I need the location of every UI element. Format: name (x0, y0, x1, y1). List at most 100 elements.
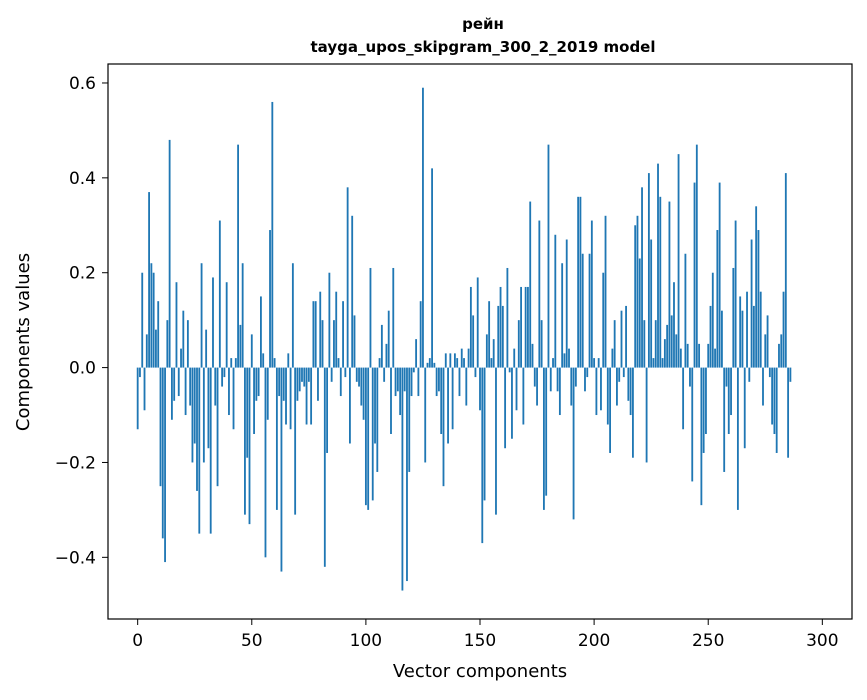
bar (725, 367, 728, 387)
bar (143, 367, 146, 411)
bar (145, 334, 148, 368)
bar (161, 367, 164, 539)
bar (636, 215, 639, 368)
bar (620, 310, 623, 368)
bar (198, 367, 201, 534)
bar (157, 301, 160, 368)
bar (547, 144, 550, 368)
x-tick-label: 0 (132, 631, 143, 651)
bar (170, 367, 173, 420)
bar (705, 367, 707, 434)
bar (280, 367, 283, 572)
bar (401, 367, 404, 591)
bar (440, 367, 443, 434)
bar (549, 367, 552, 392)
bar (789, 367, 792, 382)
bar (422, 87, 424, 368)
bar (317, 367, 319, 401)
bar (734, 220, 737, 368)
bar (495, 367, 497, 515)
bar (364, 367, 367, 506)
bar (186, 320, 189, 368)
y-tick-label: 0.6 (69, 74, 96, 94)
bar (584, 367, 586, 392)
bar (205, 329, 208, 368)
bar (164, 367, 166, 563)
bar (574, 367, 577, 387)
bar (424, 367, 427, 463)
bar (253, 367, 255, 434)
bar (693, 182, 696, 368)
bar (533, 367, 536, 387)
bar (287, 353, 290, 368)
bar (709, 305, 712, 368)
bar (353, 315, 356, 368)
bar (449, 353, 452, 368)
bar (609, 367, 611, 453)
bar (732, 267, 735, 368)
bar (771, 367, 774, 425)
bar (289, 367, 292, 430)
bar (490, 358, 493, 368)
bar (196, 367, 198, 491)
bar (595, 367, 598, 416)
bar (522, 367, 525, 425)
bar (433, 362, 436, 368)
bar (638, 258, 641, 368)
plot-frame (107, 63, 853, 620)
bar (577, 196, 580, 368)
bar (376, 367, 379, 472)
bar (757, 230, 760, 368)
bar (294, 367, 297, 515)
bar (529, 201, 532, 368)
bar (223, 367, 226, 378)
bar (337, 358, 340, 368)
bar (474, 367, 477, 378)
bar (675, 334, 678, 368)
bar (378, 358, 381, 368)
bar (269, 230, 271, 368)
bar (561, 263, 564, 368)
bar (392, 267, 395, 368)
bar (766, 315, 769, 368)
bar (750, 239, 753, 368)
y-axis: −0.4 −0.2 0.0 0.2 0.4 0.6 (55, 74, 108, 568)
bar (255, 367, 258, 401)
bar (711, 272, 714, 368)
bar (212, 277, 214, 368)
bar (193, 367, 196, 444)
bar (387, 310, 390, 368)
bar (572, 367, 575, 520)
bar (218, 220, 221, 368)
bar (604, 215, 607, 368)
bar (207, 367, 210, 449)
bar (768, 367, 771, 378)
y-tick-label: 0.4 (69, 169, 96, 189)
bar (517, 320, 520, 368)
bar (565, 239, 568, 368)
bar (321, 320, 324, 368)
bar (682, 367, 685, 430)
bar (250, 334, 253, 368)
bar (426, 362, 429, 368)
bar (716, 230, 719, 368)
bar (180, 348, 182, 368)
chart-title: рейн (462, 15, 504, 33)
bar (333, 320, 335, 368)
bar (748, 367, 751, 382)
bar (645, 367, 648, 463)
bar (360, 367, 363, 406)
bar (298, 367, 301, 392)
bar (668, 201, 671, 368)
x-tick-label: 200 (578, 631, 610, 651)
y-tick-label: 0.2 (69, 264, 96, 284)
bar (730, 367, 732, 416)
bar (616, 367, 618, 406)
bar (173, 367, 176, 401)
bar (673, 282, 675, 368)
bar (408, 367, 411, 472)
bar (773, 367, 776, 434)
bar (736, 367, 739, 510)
y-tick-label: 0.0 (69, 359, 96, 379)
bar (396, 367, 399, 392)
